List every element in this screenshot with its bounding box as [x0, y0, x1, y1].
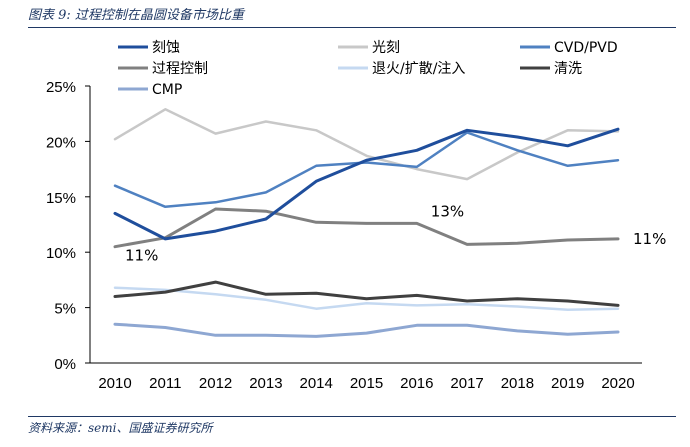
figure-title: 图表 9: 过程控制在晶圆设备市场比重	[28, 8, 244, 23]
annotation-label: 13%	[431, 202, 464, 220]
x-tick-label: 2010	[98, 375, 131, 392]
series-line-3	[113, 207, 620, 249]
y-tick-label: 10%	[46, 245, 76, 262]
chart-annotations: 11% 13% 11%	[125, 202, 666, 264]
source-note: 资料来源：semi、国盛证券研究所	[28, 421, 213, 435]
series-line-0	[113, 127, 620, 241]
series-line-2	[113, 131, 620, 209]
x-tick-label: 2015	[350, 375, 383, 392]
x-tick-label: 2011	[149, 375, 181, 392]
series-line-5	[113, 280, 620, 307]
legend-label: 退火/扩散/注入	[372, 61, 465, 77]
legend-label: 清洗	[554, 61, 582, 77]
x-tick-label: 2014	[300, 375, 333, 392]
x-tick-label: 2020	[601, 375, 634, 392]
legend-label: CMP	[152, 82, 182, 98]
annotation-label: 11%	[125, 247, 158, 265]
title-rule	[28, 27, 676, 28]
series-line-4	[113, 286, 620, 312]
x-tick-label: 2012	[199, 375, 232, 392]
x-tick-label: 2018	[501, 375, 534, 392]
chart-axes: 0% 5% 10% 15% 20% 25% 2010 2011 2012 2013 2014 2015…	[46, 79, 642, 392]
y-tick-label: 5%	[54, 301, 76, 318]
source-rule	[28, 416, 676, 417]
x-tick-label: 2017	[450, 375, 483, 392]
series-line-1	[113, 108, 620, 181]
legend-label: CVD/PVD	[554, 40, 618, 56]
series-line-6	[113, 322, 620, 338]
legend-label: 光刻	[372, 40, 400, 56]
y-tick-label: 20%	[46, 134, 76, 151]
y-tick-label: 0%	[54, 356, 76, 373]
chart-series	[113, 108, 620, 338]
x-tick-label: 2019	[551, 375, 584, 392]
y-tick-label: 15%	[46, 190, 76, 207]
y-tick-label: 25%	[46, 79, 76, 96]
x-tick-label: 2013	[249, 375, 282, 392]
legend-label: 刻蚀	[152, 40, 180, 56]
annotation-label: 11%	[633, 230, 666, 248]
chart-legend: 刻蚀 光刻 CVD/PVD 过程控制 退火/扩散/注入 清洗 CMP	[118, 40, 618, 98]
legend-label: 过程控制	[152, 61, 208, 77]
x-tick-label: 2016	[400, 375, 433, 392]
